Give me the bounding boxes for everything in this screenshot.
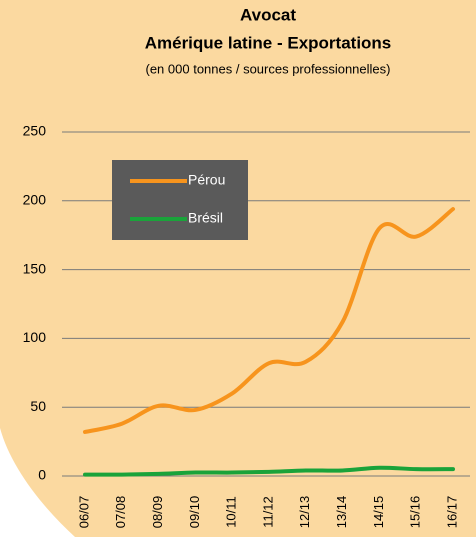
x-tick-label: 13/14 (334, 496, 349, 529)
x-tick-label: 11/12 (260, 496, 275, 528)
chart-subtitle: Amérique latine - Exportations (145, 33, 392, 52)
x-tick-label: 06/07 (76, 496, 91, 529)
x-tick-label: 10/11 (224, 496, 239, 528)
y-tick-label: 0 (38, 467, 46, 483)
x-tick-label: 16/17 (444, 496, 459, 529)
y-tick-label: 150 (23, 260, 47, 276)
x-tick-label: 09/10 (187, 496, 202, 529)
series-line (83, 465, 455, 477)
y-tick-label: 250 (23, 123, 47, 139)
legend-label: Pérou (188, 172, 225, 188)
chart-note: (en 000 tonnes / sources professionnelle… (146, 61, 391, 76)
y-tick-label: 100 (23, 329, 47, 345)
legend: Pérou Brésil (112, 160, 248, 240)
legend-box (112, 160, 248, 240)
lines (83, 207, 455, 477)
x-tick-label: 07/08 (113, 496, 128, 529)
y-tick-label: 200 (23, 192, 47, 208)
chart-title: Avocat (240, 5, 296, 24)
legend-label: Brésil (188, 210, 223, 226)
y-tick-label: 50 (30, 398, 46, 414)
x-tick-label: 08/09 (150, 496, 165, 529)
x-tick-label: 15/16 (408, 496, 423, 529)
series-line (83, 207, 455, 434)
x-tick-label: 12/13 (297, 496, 312, 529)
x-tick-label: 14/15 (371, 496, 386, 529)
